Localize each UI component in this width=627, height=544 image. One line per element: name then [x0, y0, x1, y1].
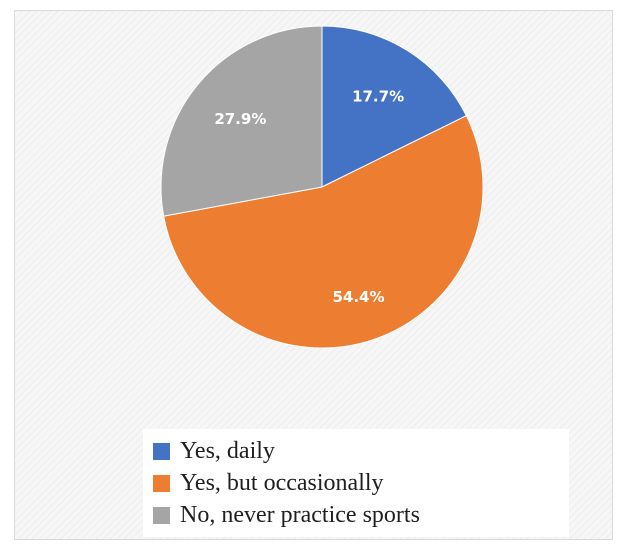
legend-item-yes-occasionally: Yes, but occasionally	[153, 467, 569, 499]
legend-swatch	[153, 442, 170, 460]
pie-slice-yes-daily	[321, 25, 468, 188]
data-label-yes-daily: 17.7%	[352, 88, 404, 106]
legend-swatch	[153, 474, 170, 492]
legend-label: No, never practice sports	[180, 501, 420, 528]
pie-slice-yes-but-occasionally	[163, 115, 484, 349]
legend-item-yes-daily: Yes, daily	[153, 435, 569, 467]
legend-label: Yes, but occasionally	[180, 469, 384, 496]
legend-label: Yes, daily	[180, 437, 275, 464]
legend: Yes, daily Yes, but occasionally No, nev…	[143, 429, 569, 537]
pie-slice-no-never-practice-sports	[160, 25, 323, 217]
data-label-yes-but-occasionally: 54.4%	[332, 288, 384, 306]
pie-chart: 17.7% 54.4% 27.9%	[160, 25, 484, 349]
legend-item-never: No, never practice sports	[153, 499, 569, 531]
data-label-no-never-practice-sports: 27.9%	[214, 110, 266, 128]
legend-swatch	[153, 506, 170, 524]
chart-area: 17.7% 54.4% 27.9% Yes, daily Yes, but occa…	[14, 10, 613, 540]
